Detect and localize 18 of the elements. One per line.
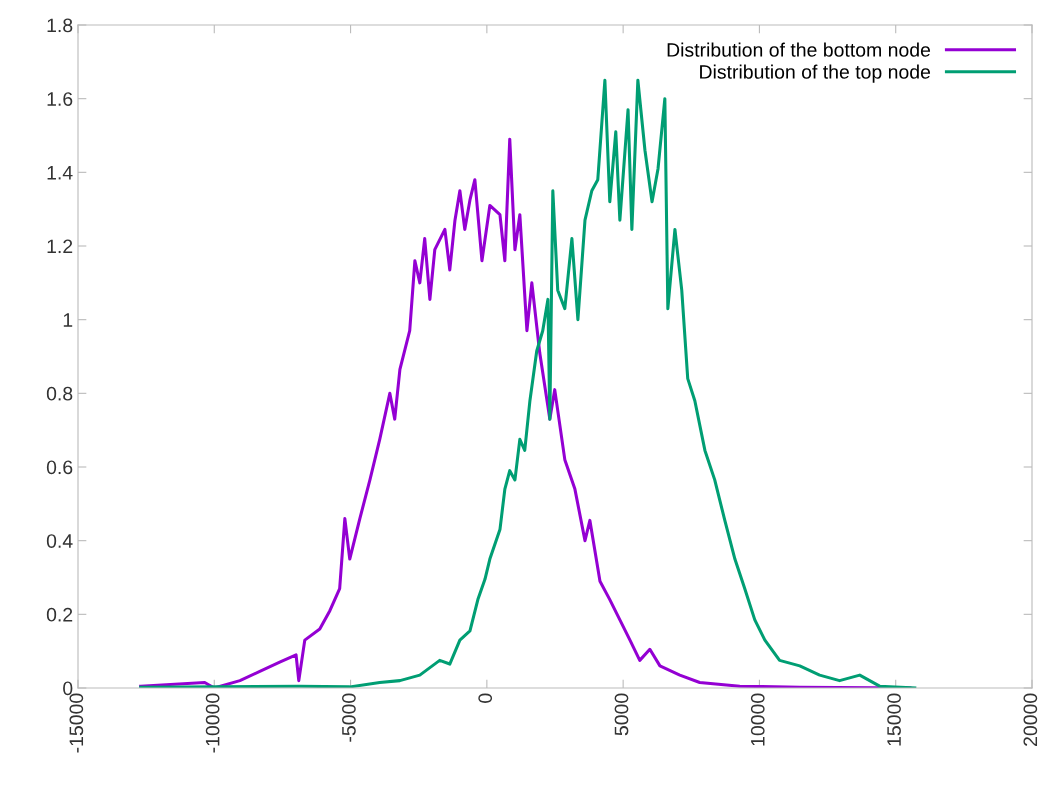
y-tick-label: 0.8	[46, 386, 73, 401]
y-tick-label: 1.6	[47, 92, 73, 106]
x-tick-label: -5000	[342, 693, 356, 742]
y-tick-label: 0.6	[46, 460, 73, 475]
x-tick-label: 10000	[750, 693, 765, 746]
x-tick-label: 0	[478, 693, 493, 703]
x-tick-label: 20000	[1023, 693, 1038, 746]
y-tick-label: 1.8	[47, 18, 73, 33]
y-tick-label: 0.4	[46, 534, 73, 548]
y-tick-label: 0.2	[46, 607, 73, 622]
y-tick-label: 1	[63, 313, 73, 327]
x-tick-label: 15000	[887, 693, 901, 746]
x-tick-label: 5000	[614, 693, 629, 736]
legend-label: Distribution of the top node	[700, 64, 931, 83]
y-tick-label: 1.2	[47, 239, 73, 254]
legend-label: Distribution of the bottom node	[667, 42, 931, 57]
x-tick-label: -10000	[205, 693, 220, 753]
y-tick-label: 1.4	[47, 166, 73, 180]
